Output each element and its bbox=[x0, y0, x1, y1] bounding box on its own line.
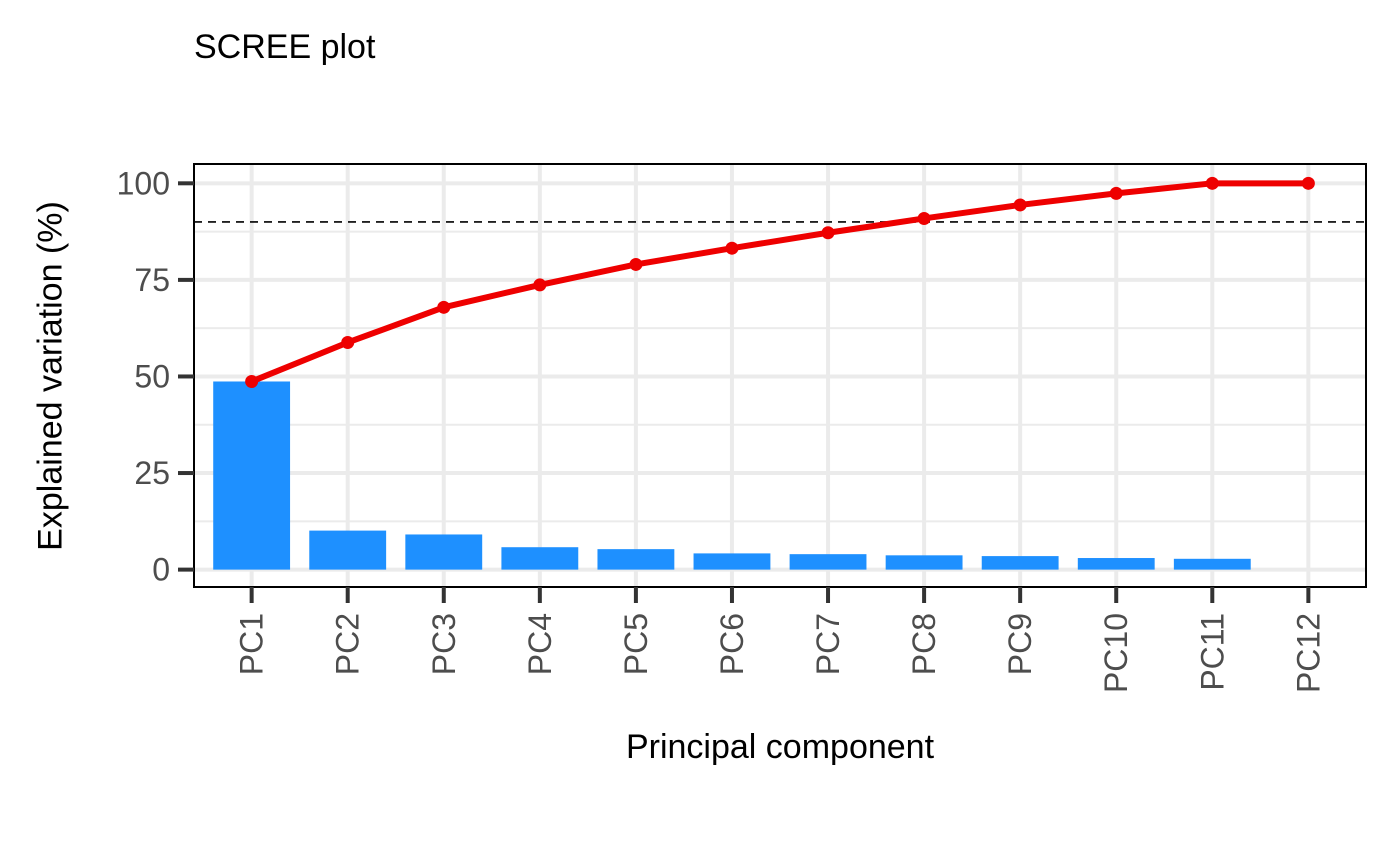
cumulative-point-pc12 bbox=[1301, 176, 1315, 190]
x-tick-label-pc2: PC2 bbox=[330, 613, 366, 675]
x-tick-label-pc12: PC12 bbox=[1290, 613, 1326, 693]
x-tick-label-pc5: PC5 bbox=[618, 613, 654, 675]
cumulative-point-pc2 bbox=[341, 335, 355, 349]
cumulative-line bbox=[248, 180, 1312, 385]
cumulative-point-pc9 bbox=[1013, 198, 1027, 212]
y-tick-label: 25 bbox=[134, 455, 170, 491]
x-tick-label-pc8: PC8 bbox=[906, 613, 942, 675]
cumulative-point-pc5 bbox=[629, 257, 643, 271]
x-tick-label-pc11: PC11 bbox=[1194, 613, 1230, 691]
x-tick-label-pc4: PC4 bbox=[522, 613, 558, 675]
bar-pc9 bbox=[981, 556, 1059, 570]
x-tick-label-pc7: PC7 bbox=[810, 613, 846, 675]
cumulative-point-pc4 bbox=[533, 278, 547, 292]
y-tick-label: 75 bbox=[134, 262, 170, 298]
cumulative-point-pc10 bbox=[1109, 186, 1123, 200]
bar-pc10 bbox=[1077, 558, 1155, 570]
cumulative-point-pc8 bbox=[917, 211, 931, 225]
cumulative-point-pc1 bbox=[245, 374, 259, 388]
chart-title: SCREE plot bbox=[194, 28, 376, 66]
bar-pc4 bbox=[501, 547, 579, 570]
x-tick-label-pc6: PC6 bbox=[714, 613, 750, 675]
bar-pc1 bbox=[213, 381, 291, 570]
bar-pc5 bbox=[597, 549, 675, 570]
cumulative-point-pc11 bbox=[1205, 176, 1219, 190]
x-tick-label-pc3: PC3 bbox=[426, 613, 462, 675]
bar-pc6 bbox=[693, 553, 771, 570]
bar-pc7 bbox=[789, 554, 867, 570]
bar-pc3 bbox=[405, 534, 483, 570]
bar-pc11 bbox=[1173, 558, 1251, 570]
cumulative-point-pc3 bbox=[437, 300, 451, 314]
cumulative-point-pc6 bbox=[725, 241, 739, 255]
y-tick-label: 0 bbox=[152, 552, 170, 588]
x-tick-label-pc1: PC1 bbox=[234, 613, 270, 675]
x-axis-title: Principal component bbox=[625, 728, 935, 766]
y-tick-label: 50 bbox=[134, 358, 170, 394]
bar-pc2 bbox=[309, 530, 387, 570]
x-tick-label-pc9: PC9 bbox=[1002, 613, 1038, 675]
bar-pc8 bbox=[885, 555, 963, 570]
x-tick-label-pc10: PC10 bbox=[1098, 613, 1134, 693]
y-tick-label: 100 bbox=[117, 165, 170, 201]
cumulative-point-pc7 bbox=[821, 226, 835, 240]
